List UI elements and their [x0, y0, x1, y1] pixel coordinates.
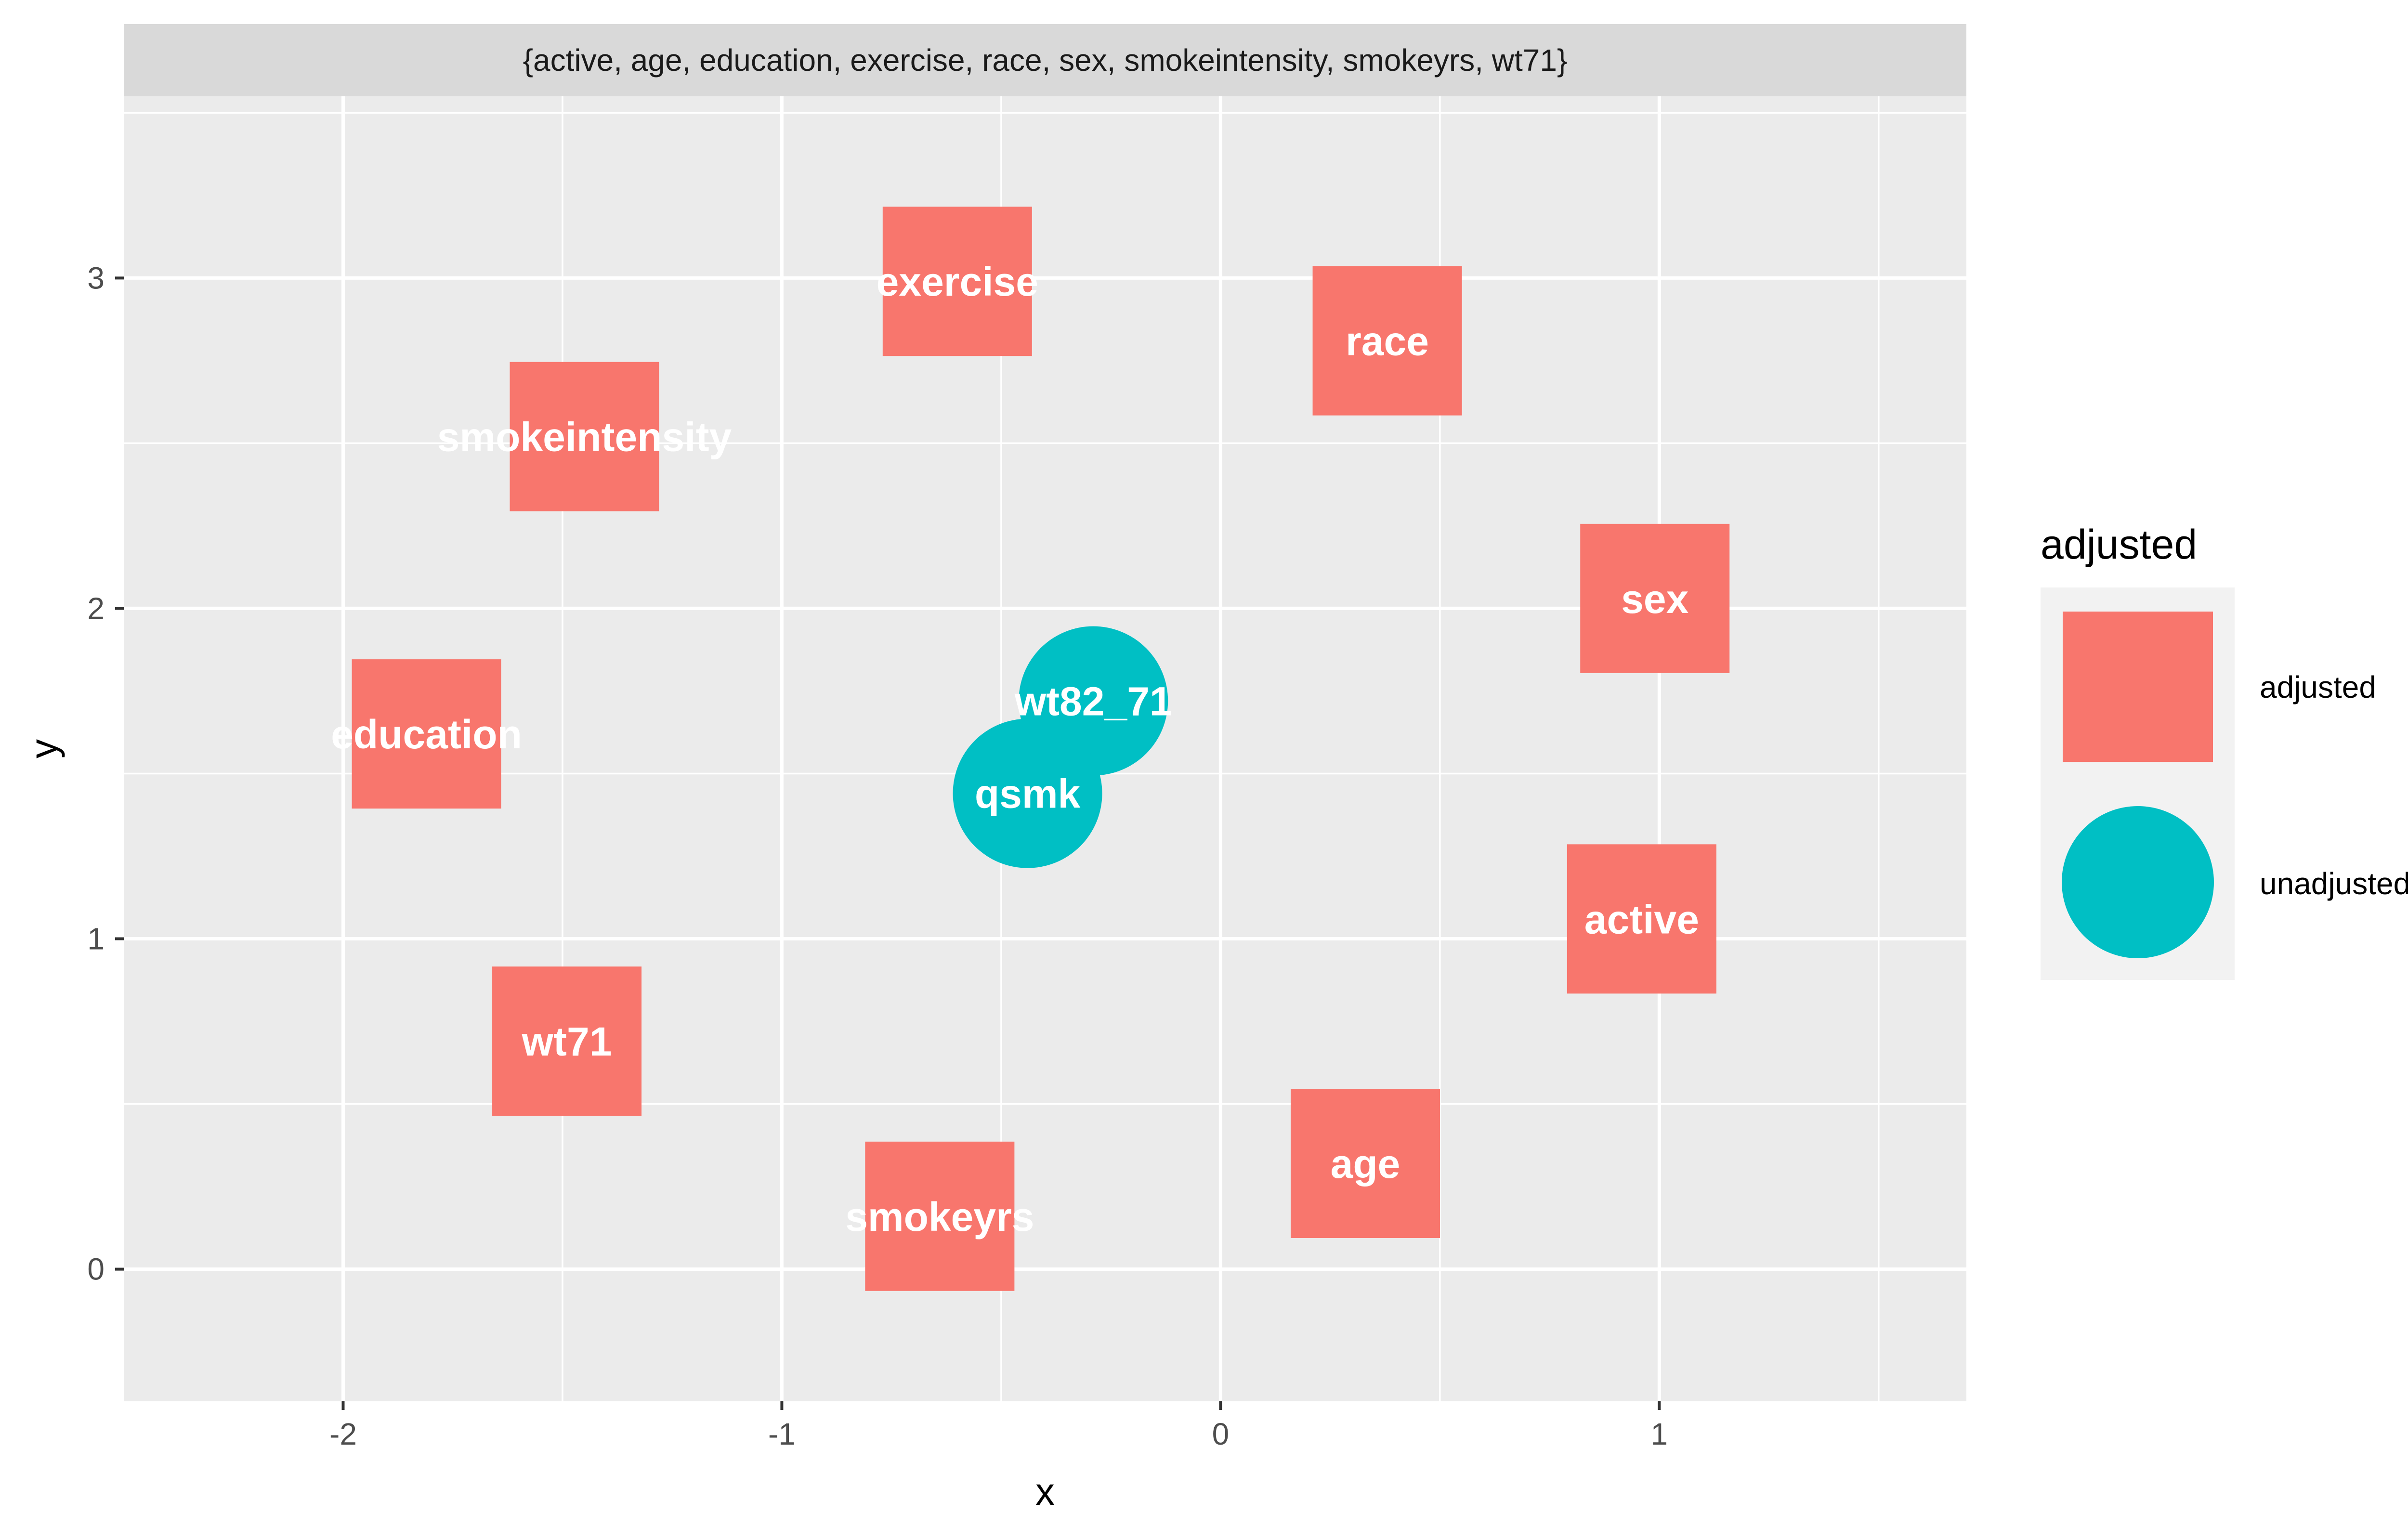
axis-ticks: -2 -1 0 1 0 1 2 3	[87, 261, 1668, 1451]
node-education-label: education	[331, 712, 522, 757]
node-qsmk-label: qsmk	[975, 771, 1081, 817]
x-axis-title: x	[1035, 1470, 1055, 1513]
node-race-square	[1312, 266, 1462, 416]
node-qsmk-circle	[953, 718, 1102, 868]
x-tick-label: 0	[1212, 1417, 1230, 1451]
x-tick-label: -1	[768, 1417, 796, 1451]
node-education-square	[352, 659, 501, 809]
legend-key-adjusted	[2063, 612, 2213, 762]
legend-key-unadjusted	[2062, 806, 2214, 958]
legend-title: adjusted	[2041, 522, 2197, 568]
node-smokeintensity-label: smokeintensity	[437, 415, 732, 460]
node-smokeintensity-square	[510, 362, 659, 511]
node-active-label: active	[1584, 897, 1699, 942]
node-marks: exercise race smokeintensity sex education ac…	[331, 207, 1730, 1291]
x-tick-label: -2	[329, 1417, 357, 1451]
node-sex-square	[1580, 523, 1730, 673]
node-smokeyrs-square	[865, 1141, 1015, 1291]
x-tick-label: 1	[1651, 1417, 1668, 1451]
node-race-label: race	[1346, 319, 1429, 364]
node-age-label: age	[1331, 1141, 1400, 1187]
node-sex-label: sex	[1621, 576, 1688, 622]
legend-label-adjusted: adjusted	[2260, 670, 2376, 704]
y-tick-label: 3	[87, 261, 105, 295]
y-tick-label: 1	[87, 921, 105, 956]
y-tick-label: 2	[87, 591, 105, 626]
strip-background	[124, 24, 1966, 96]
node-wt71-label: wt71	[522, 1019, 612, 1064]
facet-strip-label: {active, age, education, exercise, race,…	[523, 43, 1568, 78]
legend-label-unadjusted: unadjusted	[2260, 866, 2408, 901]
node-wt71-square	[492, 966, 642, 1116]
node-age-square	[1290, 1089, 1440, 1239]
node-active-square	[1567, 844, 1716, 994]
y-tick-label: 0	[87, 1252, 105, 1287]
node-exercise-label: exercise	[877, 259, 1038, 304]
y-axis-title: y	[22, 739, 65, 758]
node-exercise-square	[882, 207, 1032, 356]
node-wt82_71-label: wt82_71	[1014, 679, 1172, 724]
node-smokeyrs-label: smokeyrs	[845, 1194, 1034, 1239]
